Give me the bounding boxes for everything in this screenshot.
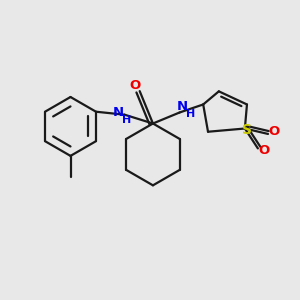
Text: N: N (176, 100, 188, 112)
Text: H: H (122, 115, 131, 125)
Text: O: O (259, 144, 270, 157)
Text: O: O (130, 79, 141, 92)
Text: O: O (269, 125, 280, 138)
Text: S: S (242, 123, 252, 137)
Text: N: N (112, 106, 124, 119)
Text: H: H (185, 109, 195, 119)
